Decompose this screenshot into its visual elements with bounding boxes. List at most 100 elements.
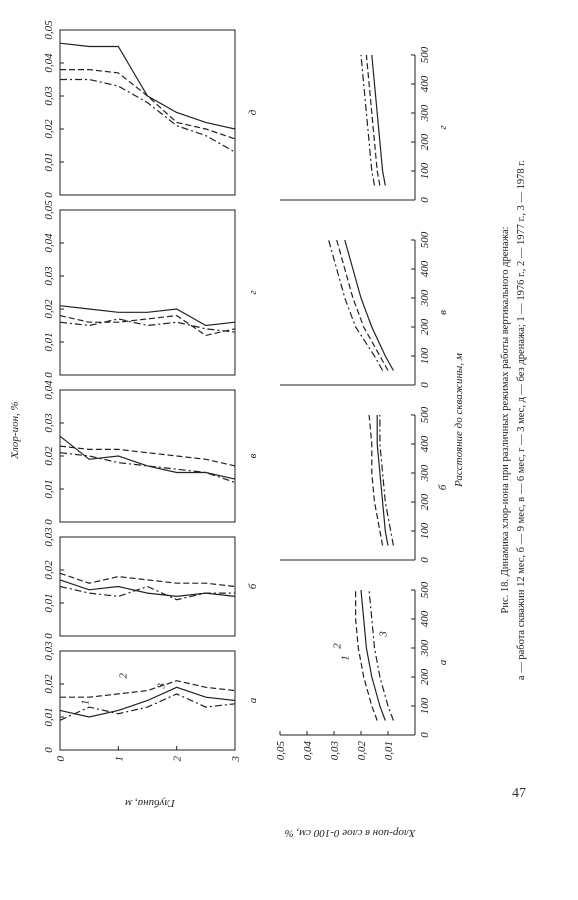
series-line [360,589,386,721]
panel-letter: а [247,697,259,703]
caption-title: Рис. 18. Динамика хлор-иона при различны… [500,226,511,613]
x-tick-label: 0,04 [43,233,55,253]
series-line [368,589,394,721]
series-line [59,572,236,588]
series-label: 1 [339,655,351,661]
x-tick-label: 0 [43,747,55,753]
panel-letter: д [247,109,259,115]
x-tick-label: 0,02 [43,446,55,466]
distance-axis-label: Расстояние до скважины, м [453,353,465,488]
series-line [344,239,394,371]
x-tick-label: 500 [419,46,431,63]
x-tick-label: 0 [43,372,55,378]
series-line [360,54,376,186]
panel-letter: б [437,484,449,490]
y-tick-label: 0 [55,756,67,762]
x-tick-label: 0,02 [43,560,55,580]
x-tick-label: 200 [419,133,431,150]
x-tick-label: 0,02 [43,119,55,139]
x-tick-label: 0,02 [43,674,55,694]
series-line [328,239,384,371]
x-tick-label: 0,02 [43,299,55,319]
x-tick-label: 0,01 [43,593,55,612]
panel-letter: б [247,583,259,589]
series-line [60,680,236,698]
bottom-value-axis-label: Хлор-ион в слое 0-100 см, % [285,827,417,839]
x-tick-label: 0,03 [43,527,55,547]
x-tick-label: 400 [419,260,431,277]
panel-frame [59,209,236,376]
y-tick-label: 2 [172,756,184,762]
series-line [59,445,236,467]
x-tick-label: 300 [419,289,431,307]
series-line [371,54,386,186]
x-tick-label: 300 [419,464,431,482]
y-tick-label: 1 [113,756,125,762]
x-tick-label: 100 [419,697,431,714]
x-tick-label: 100 [419,162,431,179]
x-tick-label: 300 [419,104,431,122]
x-tick-label: 0 [43,633,55,639]
panel-letter: в [247,453,259,458]
series-line [59,693,236,721]
x-tick-label: 0,03 [43,86,55,106]
x-tick-label: 0 [43,519,55,525]
caption-text: а — работа скважин 12 мес, б — 9 мес, в … [516,160,527,680]
x-tick-label: 500 [419,581,431,598]
y-tick-label: 0,04 [302,741,314,761]
y-tick-label: 0,01 [383,741,395,760]
y-tick-label: 0,05 [275,741,287,761]
x-tick-label: 400 [419,75,431,92]
series-label: 2 [331,643,343,649]
x-tick-label: 500 [419,231,431,248]
x-tick-label: 200 [419,493,431,510]
series-line [59,435,236,480]
series-label: 1 [79,700,91,706]
series-line [376,415,389,546]
x-tick-label: 100 [419,347,431,364]
series-line [60,78,236,153]
x-tick-label: 200 [419,318,431,335]
series-label: 3 [155,682,167,689]
series-line [59,686,236,718]
x-tick-label: 0,04 [43,53,55,73]
panel-letter: г [247,290,259,295]
x-tick-label: 0 [419,557,431,563]
x-tick-label: 0,01 [43,152,55,171]
page-number: 47 [512,786,526,801]
series-label: 3 [378,631,390,638]
series-line [59,314,236,337]
series-line [60,69,236,140]
series-line [379,415,394,546]
x-tick-label: 400 [419,610,431,627]
x-tick-label: 0 [419,732,431,738]
value-axis-label: Хлор-ион, % [9,401,21,459]
x-tick-label: 0,04 [43,380,55,400]
x-tick-label: 0 [43,192,55,198]
series-line [59,585,235,601]
x-tick-label: 0,03 [43,266,55,286]
panel-letter: а [437,659,449,665]
y-tick-label: 0,03 [329,741,341,761]
x-tick-label: 300 [419,639,431,657]
y-tick-label: 3 [230,756,242,763]
x-tick-label: 0,03 [43,641,55,661]
panel-letter: г [437,125,449,130]
series-line [365,54,381,186]
x-tick-label: 0 [419,197,431,203]
x-tick-label: 0,01 [43,707,55,726]
series-label: 2 [117,673,129,679]
panel-letter: в [437,310,449,315]
x-tick-label: 500 [419,406,431,423]
x-tick-label: 0 [419,382,431,388]
x-tick-label: 400 [419,435,431,452]
panel-frame [59,29,236,196]
x-tick-label: 0,03 [43,413,55,433]
series-line [368,414,384,546]
x-tick-label: 200 [419,668,431,685]
series-line [355,590,378,721]
series-line [59,305,236,327]
